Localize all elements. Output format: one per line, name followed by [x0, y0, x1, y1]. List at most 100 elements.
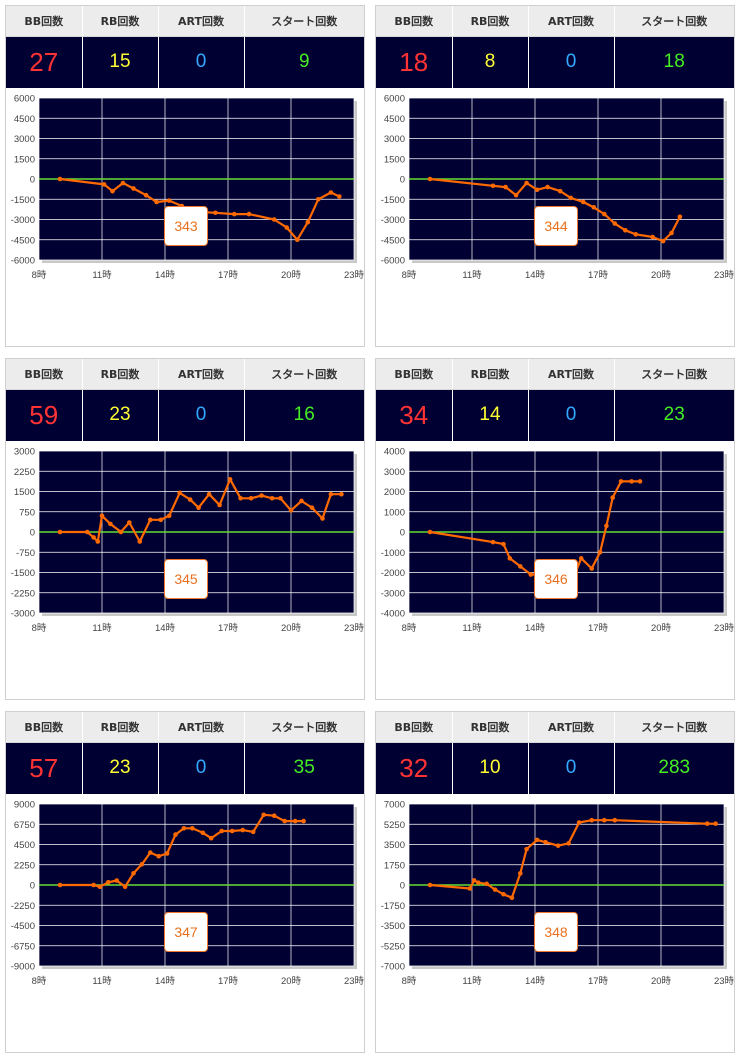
rb-header: RB回数	[82, 712, 159, 743]
data-point	[610, 495, 615, 500]
y-tick-label: -3000	[11, 609, 35, 620]
y-tick-label: 0	[400, 881, 405, 892]
machine-card-343: BB回数 RB回数 ART回数 スタート回数 27 15 0 9 6000 450…	[5, 5, 365, 347]
data-point	[524, 180, 529, 186]
x-tick-label: 11時	[462, 270, 482, 281]
rb-count: 23	[82, 389, 159, 441]
machine-number-button[interactable]: 347	[164, 912, 208, 952]
data-point	[566, 841, 571, 846]
machine-number-button[interactable]: 348	[534, 912, 578, 952]
x-tick-label: 14時	[155, 623, 176, 634]
data-point	[164, 851, 170, 856]
data-point	[110, 188, 115, 194]
bb-header: BB回数	[6, 712, 83, 743]
y-tick-label: 6000	[14, 94, 35, 105]
start-count: 23	[663, 404, 685, 426]
machine-number-button[interactable]: 346	[534, 559, 578, 599]
machine-number-button[interactable]: 344	[534, 206, 578, 246]
data-point	[545, 184, 550, 190]
data-point	[513, 192, 519, 198]
data-point	[534, 187, 540, 193]
data-point	[309, 505, 315, 510]
x-tick-label: 8時	[32, 976, 47, 987]
data-point	[604, 523, 609, 529]
stats-table: BB回数 RB回数 ART回数 スタート回数 27 15 0 9	[6, 6, 364, 88]
data-point	[282, 818, 288, 824]
y-tick-label: -4500	[381, 235, 405, 246]
data-point	[568, 195, 573, 201]
art-header: ART回数	[528, 712, 615, 743]
start-count: 18	[663, 51, 685, 73]
art-header: ART回数	[158, 712, 245, 743]
y-tick-label: -4500	[11, 921, 35, 932]
data-point	[677, 214, 683, 220]
data-point	[623, 228, 628, 233]
slump-graph: 3000 2250 1500 750 0 -750 -1500 -2250 -3000 8時 11時…	[11, 447, 364, 635]
art-header: ART回数	[528, 359, 615, 390]
data-point	[589, 566, 594, 571]
data-point	[316, 196, 321, 202]
data-point	[534, 837, 540, 843]
data-point	[190, 826, 195, 831]
slump-graph: 6000 4500 3000 1500 0 -1500 -3000 -4500 -6000 8時 1…	[381, 94, 734, 282]
data-point	[555, 843, 561, 848]
x-tick-label: 11時	[92, 270, 112, 281]
data-point	[148, 850, 153, 855]
machine-number-button[interactable]: 345	[164, 559, 208, 599]
art-count: 0	[528, 742, 615, 794]
data-point	[284, 225, 290, 230]
rb-header: RB回数	[452, 712, 529, 743]
bb-count: 18	[376, 36, 453, 88]
y-tick-label: 750	[19, 507, 35, 518]
y-tick-label: 0	[30, 528, 35, 539]
data-point	[271, 813, 277, 818]
x-tick-label: 11時	[462, 976, 482, 987]
bb-header: BB回数	[6, 359, 83, 390]
y-tick-label: -4500	[11, 235, 35, 246]
stats-table: BB回数 RB回数 ART回数 スタート回数 34 14 0 23	[376, 359, 734, 441]
data-point	[259, 493, 264, 498]
y-tick-label: 3000	[384, 467, 405, 478]
data-point	[139, 862, 145, 867]
data-point	[543, 839, 548, 845]
x-tick-label: 20時	[651, 270, 672, 281]
data-point	[597, 549, 603, 555]
data-point	[328, 190, 334, 195]
y-tick-label: 2250	[14, 860, 35, 871]
machine-card-346: BB回数 RB回数 ART回数 スタート回数 34 14 0 23 4000 30…	[375, 358, 735, 700]
data-point	[156, 853, 161, 859]
y-tick-label: -1500	[11, 568, 35, 579]
machine-card-345: BB回数 RB回数 ART回数 スタート回数 59 23 0 16 3000 22…	[5, 358, 365, 700]
art-header: ART回数	[158, 359, 245, 390]
x-tick-label: 17時	[218, 623, 239, 634]
start-header: スタート回数	[614, 359, 734, 390]
data-point	[337, 194, 342, 199]
data-point	[91, 535, 96, 540]
data-point	[650, 234, 655, 240]
data-point	[181, 826, 187, 831]
data-point	[122, 884, 128, 890]
data-point	[158, 517, 164, 523]
data-point	[528, 572, 534, 577]
data-point	[166, 198, 172, 203]
data-point	[213, 210, 218, 216]
data-point	[101, 182, 107, 187]
stats-table: BB回数 RB回数 ART回数 スタート回数 57 23 0 35	[6, 712, 364, 794]
bb-header: BB回数	[376, 359, 453, 390]
data-point	[269, 495, 275, 501]
data-point	[704, 821, 710, 826]
data-point	[131, 186, 136, 191]
data-point	[576, 820, 582, 825]
data-point	[492, 887, 498, 892]
data-point	[57, 529, 63, 535]
data-point	[240, 827, 245, 833]
start-header: スタート回数	[614, 712, 734, 743]
y-tick-label: -1000	[381, 548, 405, 559]
x-tick-label: 14時	[155, 270, 176, 281]
rb-header: RB回数	[452, 6, 529, 37]
stats-table: BB回数 RB回数 ART回数 スタート回数 32 10 0 283	[376, 712, 734, 794]
machine-number-button[interactable]: 343	[164, 206, 208, 246]
data-point	[261, 812, 266, 818]
data-point	[232, 211, 237, 217]
data-point	[612, 817, 618, 823]
